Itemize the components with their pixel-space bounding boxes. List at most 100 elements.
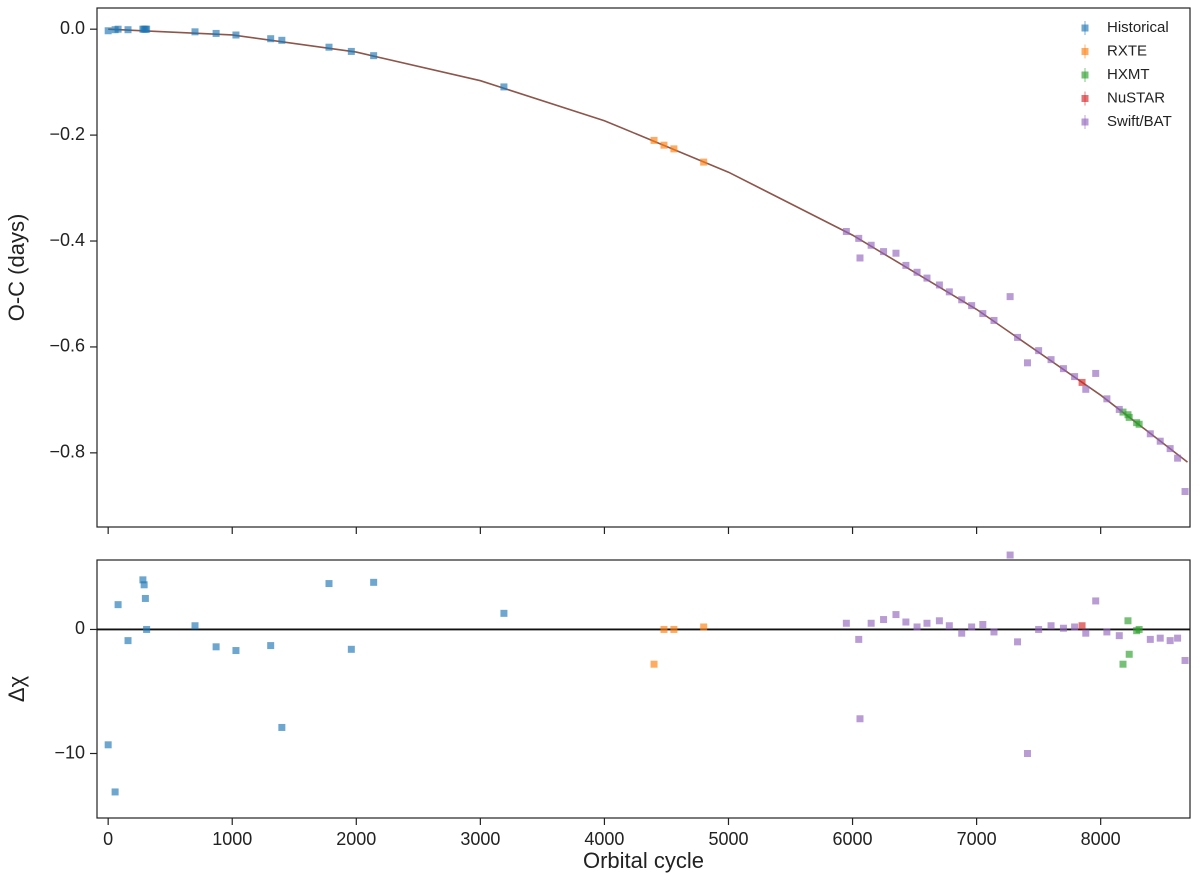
x-tick-label: 6000	[833, 829, 873, 849]
data-point	[892, 249, 900, 257]
data-point	[1174, 634, 1182, 642]
data-point	[842, 227, 850, 235]
data-point	[902, 261, 910, 269]
data-point	[278, 36, 286, 44]
data-point	[1014, 333, 1022, 341]
data-point	[370, 578, 378, 586]
data-point	[670, 145, 678, 153]
data-point	[1125, 650, 1133, 658]
y-tick-label: 0.0	[60, 18, 85, 38]
data-point	[855, 234, 863, 242]
data-point	[1166, 637, 1174, 645]
data-point	[139, 576, 147, 584]
data-point	[856, 715, 864, 723]
data-point	[232, 31, 240, 39]
data-point	[1006, 551, 1014, 559]
data-point	[935, 281, 943, 289]
data-point	[660, 625, 668, 633]
data-point	[104, 27, 112, 35]
legend-marker	[1081, 95, 1089, 102]
data-point	[855, 635, 863, 643]
data-point	[1082, 629, 1090, 637]
data-point	[1181, 488, 1189, 496]
data-point	[1156, 634, 1164, 642]
data-point	[500, 609, 508, 617]
data-point	[1014, 638, 1022, 646]
data-point	[1023, 359, 1031, 367]
data-point	[913, 268, 921, 276]
data-point	[114, 601, 122, 609]
data-point	[990, 316, 998, 324]
y-tick-label: 0	[75, 618, 85, 638]
data-point	[913, 623, 921, 631]
data-point	[1047, 622, 1055, 630]
y-axis-label: O-C (days)	[4, 214, 29, 322]
data-point	[842, 619, 850, 627]
data-point	[958, 629, 966, 637]
legend-label: Swift/BAT	[1107, 113, 1172, 130]
data-point	[1035, 347, 1043, 355]
y-tick-label: −0.4	[49, 230, 85, 250]
data-point	[867, 619, 875, 627]
data-point	[1071, 623, 1079, 631]
y-tick-label: −0.6	[49, 336, 85, 356]
data-point	[650, 660, 658, 668]
data-point	[1078, 622, 1086, 630]
data-point	[867, 241, 875, 249]
data-point	[347, 645, 355, 653]
x-tick-label: 3000	[460, 829, 500, 849]
data-point	[124, 26, 132, 34]
data-point	[1125, 413, 1133, 421]
data-point	[1115, 632, 1123, 640]
data-point	[1156, 437, 1164, 445]
data-point	[1124, 617, 1132, 625]
data-point	[140, 581, 148, 589]
data-point	[141, 594, 149, 602]
data-point	[325, 580, 333, 588]
data-point	[670, 625, 678, 633]
data-point	[660, 141, 668, 149]
y-axis-label: Δχ	[4, 675, 29, 702]
data-point	[1006, 293, 1014, 301]
data-point	[191, 28, 199, 36]
data-point	[325, 43, 333, 51]
data-point	[650, 136, 658, 144]
data-point	[124, 637, 132, 645]
data-point	[1135, 420, 1143, 428]
data-point	[1103, 628, 1111, 636]
data-point	[232, 647, 240, 655]
y-tick-label: −0.2	[49, 124, 85, 144]
data-point	[347, 47, 355, 55]
data-point	[500, 83, 508, 91]
data-point	[880, 248, 888, 256]
data-point	[143, 625, 151, 633]
data-point	[191, 622, 199, 630]
data-point	[856, 254, 864, 262]
data-point	[370, 52, 378, 60]
plot-frame	[96, 559, 1191, 819]
data-point	[892, 611, 900, 619]
data-point	[958, 296, 966, 304]
legend-label: Historical	[1107, 19, 1169, 36]
data-point	[902, 618, 910, 626]
legend-marker	[1081, 71, 1089, 79]
data-point	[1135, 625, 1143, 633]
legend-marker	[1081, 118, 1089, 126]
data-point	[1115, 405, 1123, 413]
data-point	[979, 310, 987, 318]
data-point	[1092, 597, 1100, 605]
data-point	[1181, 656, 1189, 664]
data-point	[111, 788, 119, 796]
data-point	[1146, 635, 1154, 643]
data-point	[1023, 750, 1031, 757]
data-point	[212, 29, 220, 37]
legend-marker	[1081, 24, 1089, 32]
legend-label: HXMT	[1107, 66, 1150, 83]
data-point	[1059, 365, 1067, 373]
data-point	[935, 617, 943, 625]
data-point	[1092, 369, 1100, 377]
x-tick-label: 0	[103, 829, 113, 849]
fit-line	[108, 28, 1188, 463]
data-point	[1146, 430, 1154, 438]
